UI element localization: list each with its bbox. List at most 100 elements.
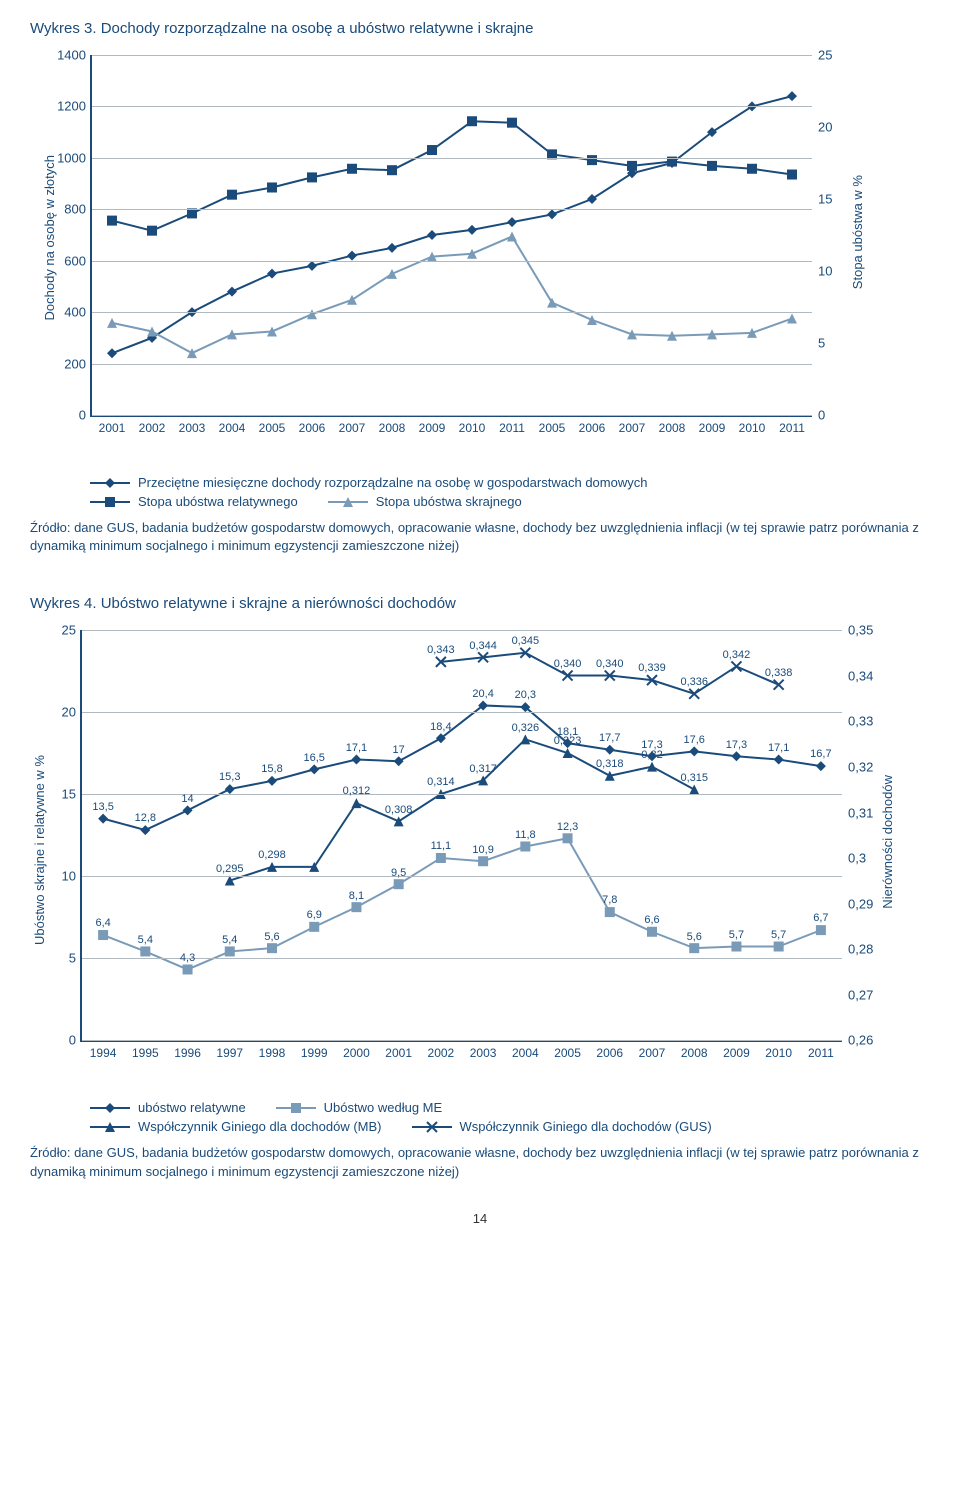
y1-tick: 0	[79, 408, 92, 423]
x-tick: 2004	[219, 415, 246, 435]
y1-tick: 200	[64, 356, 92, 371]
data-label: 0,345	[512, 635, 540, 647]
x-tick: 1996	[174, 1040, 201, 1060]
x-tick: 1994	[90, 1040, 117, 1060]
x-tick: 1995	[132, 1040, 159, 1060]
y2-tick: 0,32	[842, 760, 873, 775]
x-tick: 2009	[419, 415, 446, 435]
data-label: 9,5	[391, 867, 406, 879]
data-label: 0,343	[427, 644, 455, 656]
data-label: 0,315	[680, 772, 708, 784]
x-tick: 1999	[301, 1040, 328, 1060]
y2-tick: 0	[812, 408, 825, 423]
y1-axis-label: Ubóstwo skrajne i relatywne w %	[32, 755, 47, 945]
y1-tick: 1200	[57, 99, 92, 114]
legend-item: Stopa ubóstwa skrajnego	[328, 494, 522, 509]
y1-tick: 400	[64, 305, 92, 320]
data-label: 12,8	[135, 812, 156, 824]
data-label: 6,7	[813, 912, 828, 924]
data-label: 4,3	[180, 952, 195, 964]
data-label: 17,6	[684, 734, 705, 746]
data-label: 17,1	[768, 742, 789, 754]
data-label: 0,295	[216, 863, 244, 875]
data-label: 6,9	[307, 909, 322, 921]
data-label: 10,9	[472, 844, 493, 856]
x-tick: 2006	[596, 1040, 623, 1060]
data-label: 5,6	[687, 931, 702, 943]
legend-item: Ubóstwo według ME	[276, 1100, 443, 1115]
y1-tick: 1000	[57, 150, 92, 165]
y2-tick: 10	[812, 264, 832, 279]
data-label: 11,1	[431, 840, 452, 852]
data-label: 5,4	[222, 934, 237, 946]
data-label: 5,4	[138, 934, 153, 946]
x-tick: 2005	[554, 1040, 581, 1060]
data-label: 0,323	[554, 735, 582, 747]
y2-tick: 0,26	[842, 1033, 873, 1048]
data-label: 0,344	[469, 640, 497, 652]
data-label: 0,312	[343, 785, 371, 797]
chart3: 0200400600800100012001400051015202520012…	[30, 45, 890, 465]
x-tick: 2009	[723, 1040, 750, 1060]
y1-axis-label: Dochody na osobę w złotych	[42, 155, 57, 320]
x-tick: 2006	[579, 415, 606, 435]
data-label: 12,3	[557, 821, 578, 833]
data-label: 20,4	[472, 688, 493, 700]
data-label: 0,336	[680, 676, 708, 688]
legend-label: ubóstwo relatywne	[138, 1100, 246, 1115]
y1-tick: 25	[62, 623, 82, 638]
legend-item: Współczynnik Giniego dla dochodów (MB)	[90, 1119, 382, 1134]
x-tick: 2010	[765, 1040, 792, 1060]
data-label: 0,342	[723, 649, 751, 661]
page-number: 14	[30, 1211, 930, 1226]
y1-tick: 20	[62, 705, 82, 720]
y1-tick: 10	[62, 869, 82, 884]
data-label: 20,3	[515, 689, 536, 701]
y1-tick: 600	[64, 253, 92, 268]
x-tick: 2007	[619, 415, 646, 435]
y2-tick: 15	[812, 192, 832, 207]
y2-tick: 0,31	[842, 805, 873, 820]
data-label: 15,3	[219, 771, 240, 783]
y1-tick: 0	[69, 1033, 82, 1048]
x-tick: 1997	[216, 1040, 243, 1060]
data-label: 16,7	[810, 748, 831, 760]
data-label: 17	[393, 744, 405, 756]
y2-tick: 5	[812, 336, 825, 351]
legend-item: Współczynnik Giniego dla dochodów (GUS)	[412, 1119, 712, 1134]
legend-label: Współczynnik Giniego dla dochodów (MB)	[138, 1119, 382, 1134]
x-tick: 2011	[779, 415, 805, 435]
legend-label: Ubóstwo według ME	[324, 1100, 443, 1115]
legend-item: ubóstwo relatywne	[90, 1100, 246, 1115]
legend-label: Stopa ubóstwa skrajnego	[376, 494, 522, 509]
chart4-source: Źródło: dane GUS, badania budżetów gospo…	[30, 1144, 930, 1180]
y2-tick: 25	[812, 48, 832, 63]
data-label: 0,32	[641, 749, 662, 761]
chart3-legend: Przeciętne miesięczne dochody rozporządz…	[90, 475, 930, 509]
data-label: 0,298	[258, 849, 286, 861]
x-tick: 2008	[659, 415, 686, 435]
data-label: 0,326	[512, 722, 540, 734]
legend-item: Stopa ubóstwa relatywnego	[90, 494, 298, 509]
legend-label: Stopa ubóstwa relatywnego	[138, 494, 298, 509]
chart4: 05101520250,260,270,280,290,30,310,320,3…	[30, 620, 930, 1090]
x-tick: 2000	[343, 1040, 370, 1060]
x-tick: 2007	[639, 1040, 666, 1060]
x-tick: 2011	[499, 415, 525, 435]
y2-tick: 0,33	[842, 714, 873, 729]
data-label: 17,1	[346, 742, 367, 754]
x-tick: 2003	[470, 1040, 497, 1060]
x-tick: 2005	[539, 415, 566, 435]
data-label: 0,308	[385, 804, 413, 816]
y2-tick: 20	[812, 120, 832, 135]
data-label: 0,314	[427, 776, 455, 788]
x-tick: 2004	[512, 1040, 539, 1060]
x-tick: 1998	[259, 1040, 286, 1060]
data-label: 14	[181, 793, 193, 805]
data-label: 5,6	[264, 931, 279, 943]
legend-label: Współczynnik Giniego dla dochodów (GUS)	[460, 1119, 712, 1134]
x-tick: 2003	[179, 415, 206, 435]
data-label: 0,338	[765, 667, 793, 679]
data-label: 8,1	[349, 890, 364, 902]
data-label: 15,8	[261, 763, 282, 775]
